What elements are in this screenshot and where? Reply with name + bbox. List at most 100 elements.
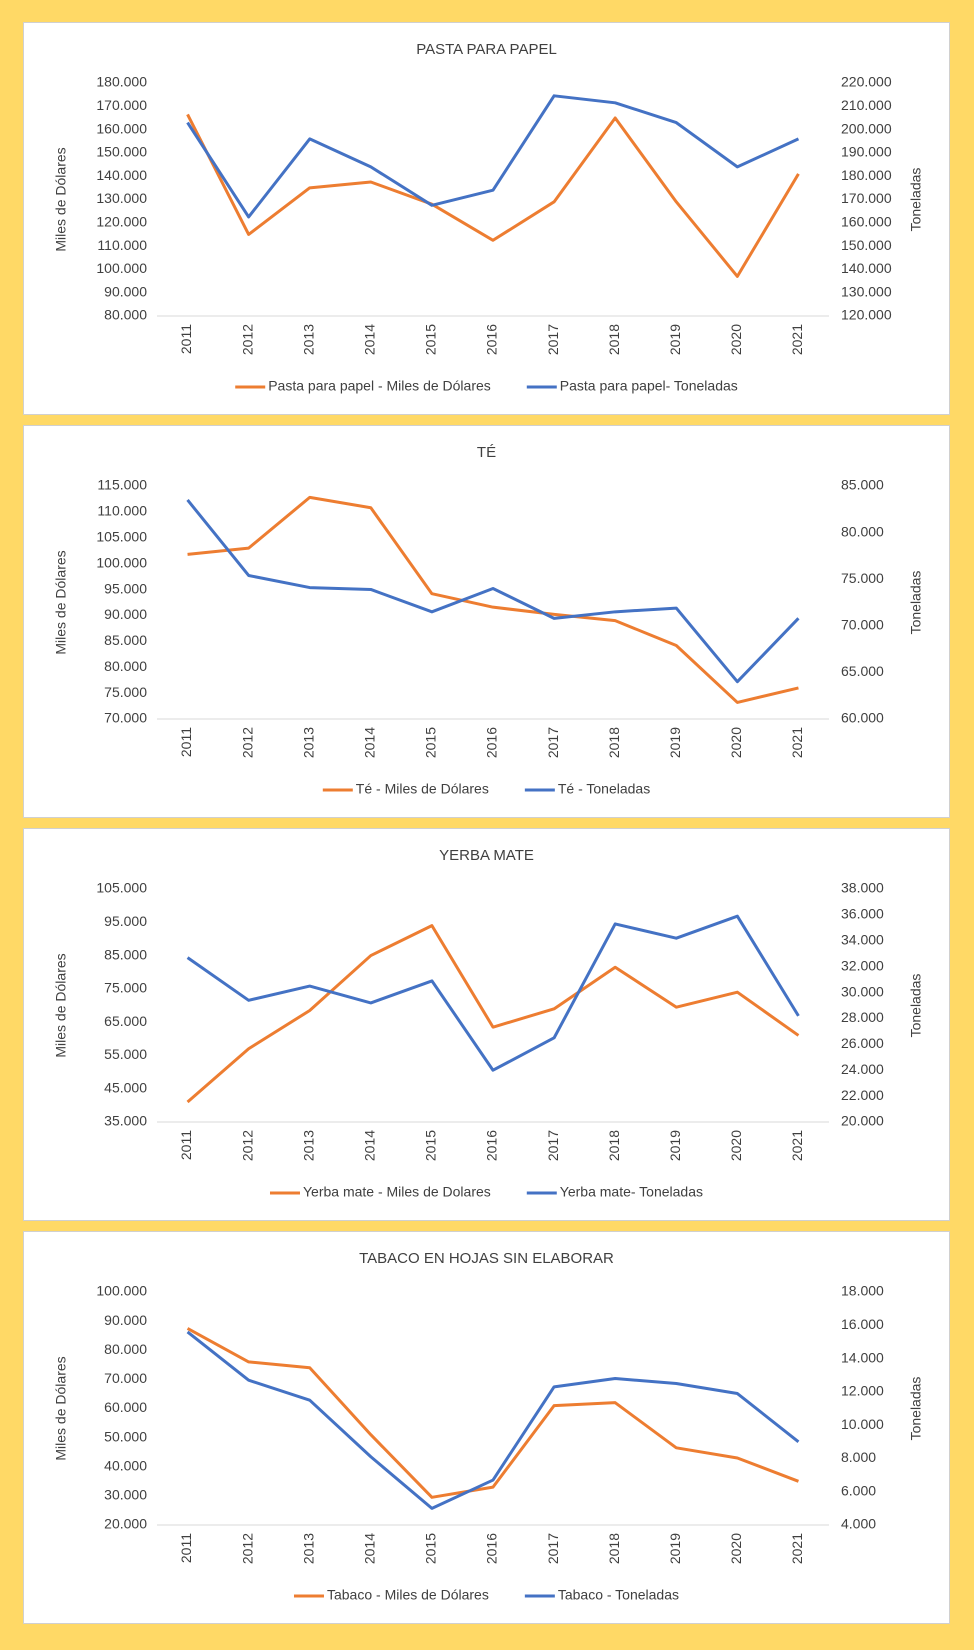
y-tick-label: 55.000 xyxy=(104,1046,147,1062)
y2-tick-label: 220.000 xyxy=(841,74,892,90)
y2-tick-label: 30.000 xyxy=(841,983,884,999)
y2-tick-label: 60.000 xyxy=(841,710,884,726)
y2-tick-label: 4.000 xyxy=(841,1516,876,1532)
y2-axis-title: Toneladas xyxy=(908,168,924,232)
x-tick-label: 2014 xyxy=(362,727,378,758)
y2-tick-label: 38.000 xyxy=(841,880,884,896)
y2-tick-label: 22.000 xyxy=(841,1087,884,1103)
x-tick-label: 2015 xyxy=(423,727,439,758)
y-tick-label: 80.000 xyxy=(104,307,147,323)
legend-label: Tabaco - Toneladas xyxy=(558,1587,679,1603)
y-tick-label: 110.000 xyxy=(97,503,147,519)
x-tick-label: 2015 xyxy=(423,324,439,355)
chart-panel: PASTA PARA PAPEL Miles de Dólares Tonelada… xyxy=(23,22,950,415)
y-tick-label: 70.000 xyxy=(104,1370,147,1386)
series-line xyxy=(186,1330,800,1510)
x-tick-label: 2018 xyxy=(606,727,622,758)
x-tick-label: 2019 xyxy=(667,1130,683,1161)
y2-axis-title: Toneladas xyxy=(908,974,924,1038)
y-tick-label: 105.000 xyxy=(96,880,147,896)
y2-axis-title: Toneladas xyxy=(908,571,924,635)
chart-panel: TÉ Miles de Dólares Toneladas 70.000 75.000 8… xyxy=(23,425,950,818)
series-line xyxy=(186,924,800,1104)
y2-tick-label: 8.000 xyxy=(841,1449,876,1465)
x-tick-label: 2011 xyxy=(178,727,194,757)
legend-label: Pasta para papel- Toneladas xyxy=(560,378,738,394)
y-tick-label: 90.000 xyxy=(104,606,147,622)
x-tick-label: 2012 xyxy=(239,1130,255,1161)
y-tick-label: 90.000 xyxy=(104,283,147,299)
y2-tick-label: 12.000 xyxy=(841,1383,884,1399)
y2-tick-label: 26.000 xyxy=(841,1035,884,1051)
chart-title: TABACO EN HOJAS SIN ELABORAR xyxy=(359,1250,614,1267)
chart-title: YERBA MATE xyxy=(439,847,534,864)
y2-tick-label: 85.000 xyxy=(841,477,884,493)
y2-tick-label: 70.000 xyxy=(841,617,884,633)
x-tick-label: 2013 xyxy=(300,1533,316,1564)
x-tick-label: 2017 xyxy=(545,324,561,355)
y2-tick-label: 65.000 xyxy=(841,663,884,679)
x-tick-label: 2019 xyxy=(667,324,683,355)
x-tick-label: 2016 xyxy=(484,1130,500,1161)
chart: YERBA MATE Miles de Dólares Toneladas 35.00… xyxy=(53,847,924,1200)
x-tick-label: 2018 xyxy=(606,1533,622,1564)
x-tick-label: 2019 xyxy=(667,727,683,758)
legend-label: Yerba mate- Toneladas xyxy=(560,1184,703,1200)
y2-tick-label: 180.000 xyxy=(841,167,892,183)
y-tick-label: 180.000 xyxy=(96,74,147,90)
y2-tick-label: 210.000 xyxy=(841,97,892,113)
y-tick-label: 100.000 xyxy=(96,260,147,276)
x-tick-label: 2021 xyxy=(789,1130,805,1161)
x-tick-label: 2012 xyxy=(239,1533,255,1564)
y-tick-label: 75.000 xyxy=(104,684,147,700)
y2-tick-label: 160.000 xyxy=(841,214,892,230)
series-line xyxy=(186,499,800,684)
legend-label: Pasta para papel - Miles de Dólares xyxy=(268,378,491,394)
y-tick-label: 50.000 xyxy=(104,1428,147,1444)
x-tick-label: 2015 xyxy=(423,1533,439,1564)
x-tick-label: 2016 xyxy=(484,1533,500,1564)
y2-tick-label: 14.000 xyxy=(841,1349,884,1365)
y2-tick-label: 20.000 xyxy=(841,1113,884,1129)
x-tick-label: 2021 xyxy=(789,727,805,758)
y-tick-label: 100.000 xyxy=(96,1283,147,1299)
y-tick-label: 60.000 xyxy=(104,1399,147,1415)
series-line xyxy=(187,495,799,704)
y2-tick-label: 80.000 xyxy=(841,523,884,539)
x-tick-label: 2014 xyxy=(362,1130,378,1161)
y2-tick-label: 16.000 xyxy=(841,1316,884,1332)
x-tick-label: 2012 xyxy=(239,727,255,758)
x-tick-label: 2020 xyxy=(728,1130,744,1161)
x-tick-label: 2014 xyxy=(362,324,378,355)
y2-tick-label: 75.000 xyxy=(841,570,884,586)
y2-axis-title: Toneladas xyxy=(908,1377,924,1441)
y-tick-label: 120.000 xyxy=(96,214,147,230)
y2-tick-label: 18.000 xyxy=(841,1283,884,1299)
y-tick-label: 170.000 xyxy=(96,97,147,113)
y-tick-label: 115.000 xyxy=(97,477,147,493)
y-axis-title: Miles de Dólares xyxy=(53,953,69,1057)
x-tick-label: 2014 xyxy=(362,1533,378,1564)
y2-tick-label: 6.000 xyxy=(841,1482,876,1498)
y-axis-title: Miles de Dólares xyxy=(53,1356,69,1460)
chart-panel: YERBA MATE Miles de Dólares Toneladas 35.00… xyxy=(23,828,950,1221)
y2-tick-label: 28.000 xyxy=(841,1009,884,1025)
x-tick-label: 2021 xyxy=(789,1533,805,1564)
y-tick-label: 85.000 xyxy=(104,632,147,648)
legend-label: Yerba mate - Miles de Dolares xyxy=(303,1184,491,1200)
y-tick-label: 130.000 xyxy=(96,190,147,206)
y-tick-label: 20.000 xyxy=(104,1516,147,1532)
chart-panel: TABACO EN HOJAS SIN ELABORAR Miles de Dól… xyxy=(23,1231,950,1624)
x-tick-label: 2013 xyxy=(300,1130,316,1161)
y2-tick-label: 24.000 xyxy=(841,1061,884,1077)
y-tick-label: 80.000 xyxy=(104,1341,147,1357)
x-tick-label: 2012 xyxy=(239,324,255,355)
chart-title: PASTA PARA PAPEL xyxy=(416,41,557,58)
x-tick-label: 2011 xyxy=(178,1533,194,1563)
x-tick-label: 2017 xyxy=(545,1130,561,1161)
y2-tick-label: 10.000 xyxy=(841,1416,884,1432)
x-tick-label: 2016 xyxy=(484,727,500,758)
y-tick-label: 30.000 xyxy=(104,1487,147,1503)
x-tick-label: 2021 xyxy=(789,324,805,355)
y-tick-label: 85.000 xyxy=(104,946,147,962)
